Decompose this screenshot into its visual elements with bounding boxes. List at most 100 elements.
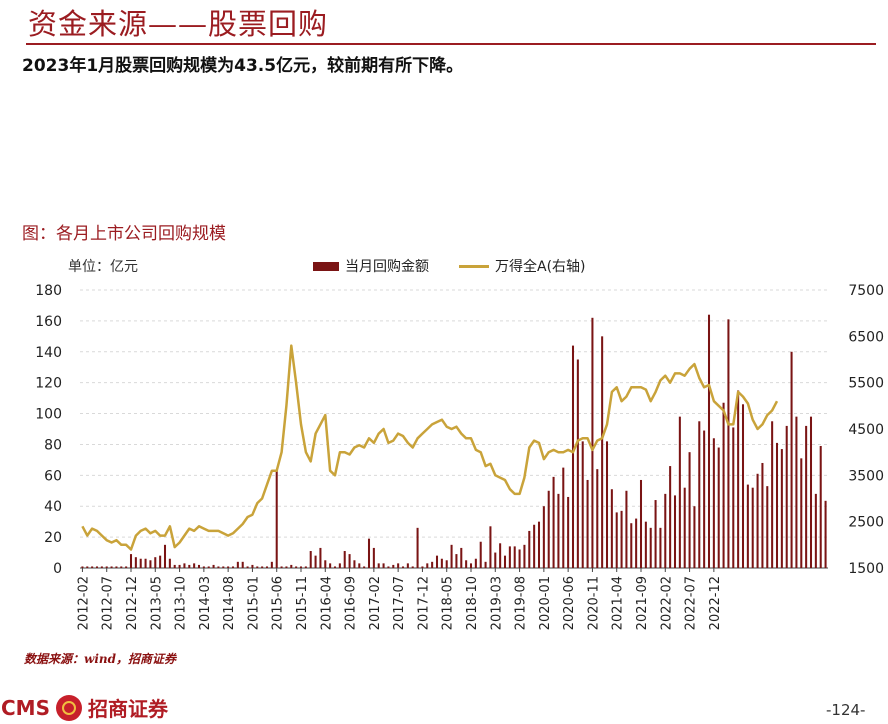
bar [542,506,545,568]
x-tick-label: 2017-07 [392,576,407,630]
bar [358,563,361,568]
bar [484,561,487,568]
bar [236,561,239,568]
unit-label: 单位：亿元 [68,259,138,275]
bar [134,557,137,568]
figure-caption: 图：各月上市公司回购规模 [22,224,226,244]
bar [100,566,103,568]
bar [212,564,215,568]
bar [163,544,167,568]
x-tick-label: 2018-05 [441,576,456,630]
bar [567,496,570,568]
bar [775,442,779,568]
bar [183,563,186,568]
x-tick-label: 2020-01 [538,576,553,630]
bar [217,566,220,568]
bar [285,566,288,568]
bar [144,558,147,568]
bar [552,476,555,568]
bar [256,566,259,568]
x-tick-label: 2016-09 [344,576,359,630]
bar [605,441,609,568]
bar [91,566,94,568]
bar [159,555,162,568]
bar [615,512,618,568]
data-source: 数据来源：wind，招商证券 [24,652,177,666]
x-tick-label: 2016-04 [319,576,334,630]
bar [717,447,720,568]
y-left-tick-label: 40 [44,499,62,515]
bar [426,563,429,568]
index-line-series [81,344,779,551]
bar [513,546,516,568]
bar [139,558,142,568]
bar [771,421,774,568]
bar [401,566,405,568]
bar [319,547,322,568]
bar [445,560,448,568]
bar [105,566,108,568]
bar [678,416,681,568]
x-tick-label: 2014-08 [222,576,237,630]
bar [620,510,623,568]
bar [683,487,686,568]
bar [129,554,133,568]
y-left-tick-label: 100 [35,407,62,423]
logo-emblem-icon [55,694,82,721]
bar [737,390,740,568]
bar [95,566,99,568]
bar [231,566,235,568]
bar [596,469,599,568]
bar [377,563,380,568]
bar [324,560,327,568]
legend-bar-label: 当月回购金额 [345,259,429,275]
bar [435,555,439,568]
bar [523,544,526,568]
y-left-tick-label: 180 [35,283,62,299]
legend-line-label: 万得全A(右轴) [495,259,586,275]
bar [703,430,706,568]
logo-chinese: 招商证券 [87,697,168,721]
bar [601,336,604,568]
bar [411,566,414,568]
bar [537,521,541,568]
bar [455,554,458,568]
bar [741,404,745,568]
x-tick-label: 2020-11 [586,576,601,630]
bar [173,564,176,568]
bar [363,566,366,568]
logo-english: CMS [1,695,50,720]
bar [499,543,502,568]
y-left-tick-label: 160 [35,314,62,330]
x-tick-label: 2012-12 [125,576,140,630]
bar [251,564,254,568]
bar [295,566,298,568]
bar [732,427,735,568]
bar [178,564,181,568]
page-title: 资金来源——股票回购 [28,7,329,41]
x-tick-label: 2015-01 [246,576,261,630]
bar [785,425,788,568]
bar [149,560,152,568]
bar [489,526,492,568]
bar [241,561,244,568]
bar [562,467,565,568]
page-number: -124- [826,701,866,719]
bar [780,449,783,568]
bar [557,493,560,568]
bar [197,564,201,568]
bar [188,564,191,568]
bar [469,563,473,568]
y-left-tick-label: 20 [44,530,62,546]
title-divider [26,43,876,45]
bar [222,566,225,568]
bar [503,555,507,568]
bar [581,441,584,568]
bar [416,527,419,568]
bar [193,563,196,568]
x-tick-label: 2014-03 [198,576,213,630]
bar [635,518,638,568]
bar [756,473,759,568]
bar [479,541,482,568]
